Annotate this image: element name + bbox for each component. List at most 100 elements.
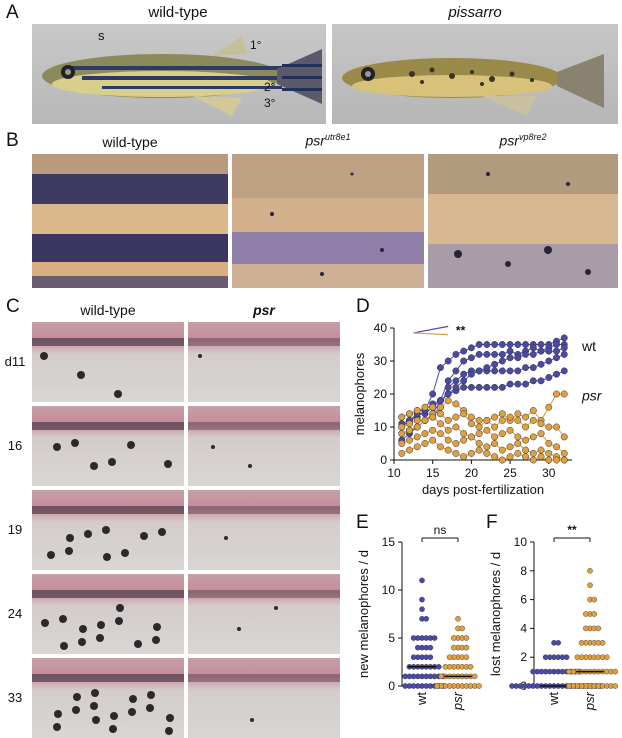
data-point <box>421 440 429 447</box>
x-tick-label: 10 <box>387 466 401 480</box>
data-point <box>560 449 568 457</box>
category-label: wt <box>546 692 561 706</box>
data-point <box>498 350 506 358</box>
data-point <box>436 364 444 372</box>
data-point <box>612 683 618 689</box>
wildtype-stripe-photo <box>32 322 184 402</box>
panel-c-wt-title: wild-type <box>80 302 136 318</box>
category-label: psr <box>582 691 597 711</box>
data-point <box>398 440 406 447</box>
data-point <box>604 654 610 660</box>
data-point <box>553 390 560 398</box>
data-point <box>506 426 514 434</box>
data-point <box>483 364 491 372</box>
data-point <box>529 433 537 441</box>
data-point <box>398 430 406 438</box>
panel-label-a: A <box>6 2 19 23</box>
data-point <box>560 390 568 398</box>
data-point <box>529 449 537 457</box>
data-point <box>506 367 514 375</box>
y-tick-label: 2 <box>520 650 527 664</box>
data-point <box>591 611 597 617</box>
data-point <box>444 383 452 391</box>
data-point <box>436 663 442 670</box>
data-point <box>452 400 460 408</box>
data-point <box>444 416 452 424</box>
data-point <box>545 357 553 365</box>
data-point <box>460 410 468 418</box>
data-point <box>491 341 499 348</box>
data-point <box>529 416 537 424</box>
y-tick-label: 30 <box>374 354 388 368</box>
y-tick-label: 5 <box>388 631 395 645</box>
data-point <box>419 606 425 612</box>
data-point <box>475 446 483 454</box>
data-point <box>402 673 409 680</box>
data-point <box>436 403 444 411</box>
data-point <box>463 644 470 651</box>
data-point <box>545 449 553 457</box>
data-point <box>460 383 468 391</box>
panel-b-wildtype-photo <box>32 154 228 288</box>
series-line <box>401 406 565 438</box>
data-point <box>514 440 522 447</box>
data-point <box>522 413 530 421</box>
data-point <box>498 341 506 348</box>
data-point <box>467 420 475 428</box>
x-tick-label: 25 <box>503 466 517 480</box>
data-point <box>483 449 491 457</box>
x-tick-label: 15 <box>426 466 440 480</box>
data-point <box>529 456 537 464</box>
data-point <box>529 364 537 372</box>
data-point <box>410 635 417 641</box>
data-point <box>413 443 421 451</box>
data-point <box>583 625 589 632</box>
data-point <box>529 350 537 358</box>
data-point <box>566 668 572 675</box>
callout-1: 1° <box>250 38 262 52</box>
data-point <box>460 357 468 365</box>
data-point <box>419 596 425 603</box>
psr-stripe-photo <box>188 490 340 570</box>
data-point <box>545 374 553 381</box>
data-point <box>452 350 460 358</box>
psr-stripe-photo <box>188 574 340 654</box>
data-point <box>560 344 568 352</box>
y-tick-label: 15 <box>382 535 396 549</box>
y-tick-label: 10 <box>514 535 528 549</box>
panel-a-mut-title: pissarro <box>448 4 502 21</box>
wildtype-stripe-photo <box>32 574 184 654</box>
data-point <box>506 453 514 461</box>
day-label: d11 <box>4 354 26 369</box>
data-point <box>398 449 406 457</box>
y-tick-label: 0 <box>388 679 395 693</box>
data-point <box>413 423 421 431</box>
psr-stripe-photo <box>188 322 340 402</box>
y-axis-label: new melanophores / d <box>356 550 371 678</box>
data-point <box>431 635 438 641</box>
data-point <box>591 596 597 603</box>
data-point <box>444 397 452 405</box>
data-point <box>460 370 468 378</box>
data-point <box>415 644 421 651</box>
wildtype-stripe-photo <box>32 658 184 738</box>
data-point <box>434 683 440 689</box>
pissarro-fish-photo <box>332 24 618 124</box>
data-point <box>583 611 589 617</box>
data-point <box>419 577 425 584</box>
data-point <box>537 377 545 385</box>
data-point <box>402 683 409 689</box>
day-label: 24 <box>7 606 23 621</box>
y-tick-label: 40 <box>374 321 388 335</box>
data-point <box>436 443 444 451</box>
data-point <box>452 449 460 457</box>
data-point <box>506 413 514 421</box>
data-point <box>498 383 506 391</box>
data-point <box>498 456 506 464</box>
data-point <box>566 683 572 689</box>
data-point <box>452 440 460 447</box>
data-point <box>553 443 560 451</box>
data-point <box>514 433 522 441</box>
data-point <box>553 341 560 348</box>
series-line <box>401 393 565 435</box>
